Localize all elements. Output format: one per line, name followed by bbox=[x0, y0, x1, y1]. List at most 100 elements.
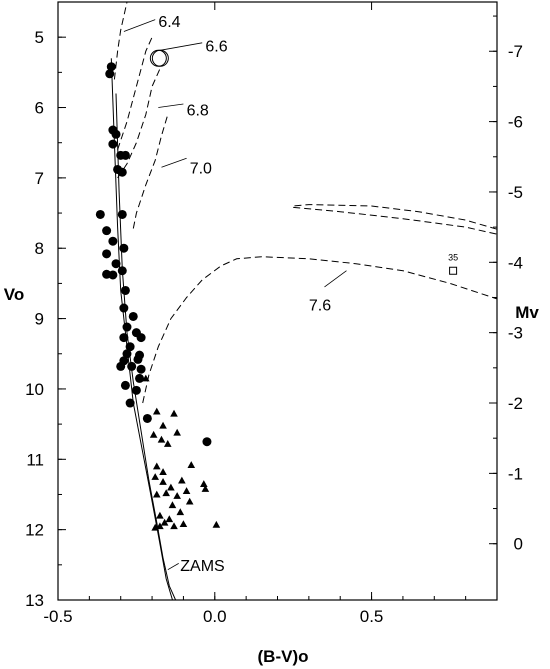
y-tick-label: 5 bbox=[35, 28, 44, 47]
star-circle-point bbox=[117, 167, 127, 177]
x-tick-label: 0.0 bbox=[203, 607, 227, 626]
x-axis-title: (B-V)o bbox=[258, 647, 309, 666]
star-triangle-point bbox=[151, 523, 160, 531]
star-triangle-point bbox=[160, 518, 169, 526]
star-circle-point bbox=[120, 380, 130, 390]
y2-tick-label: -7 bbox=[508, 42, 523, 61]
y2-axis-title: Mv bbox=[515, 303, 539, 322]
star-circle-point bbox=[119, 243, 129, 253]
isochrone-label: 7.6 bbox=[309, 298, 331, 315]
star-triangle-point bbox=[176, 508, 185, 516]
star-circle-point bbox=[111, 259, 121, 269]
star-triangle-point bbox=[163, 440, 172, 447]
y2-tick-label: -5 bbox=[508, 183, 523, 202]
open-square-label: 35 bbox=[448, 253, 458, 263]
isochrone-leader bbox=[324, 270, 347, 288]
star-circle-point bbox=[119, 333, 129, 343]
x-tick-label: -0.5 bbox=[43, 607, 72, 626]
isochrone-curve bbox=[117, 36, 153, 150]
y-tick-label: 12 bbox=[25, 521, 44, 540]
plot-frame-group bbox=[57, 1, 498, 601]
star-triangle-point bbox=[168, 501, 177, 509]
y-tick-label: 8 bbox=[35, 239, 44, 258]
star-circle-point bbox=[133, 354, 143, 364]
star-triangle-point bbox=[152, 490, 161, 498]
y-tick-label: 13 bbox=[25, 591, 44, 610]
star-circle-point bbox=[125, 398, 135, 408]
y-tick-label: 11 bbox=[26, 450, 44, 469]
star-triangle-point bbox=[173, 428, 181, 436]
star-circle-point bbox=[120, 285, 130, 295]
star-triangle-point bbox=[187, 461, 196, 468]
star-circle-point bbox=[116, 361, 126, 371]
star-circle-point bbox=[106, 62, 116, 72]
star-circle-point bbox=[135, 373, 145, 383]
star-triangle-point bbox=[152, 407, 161, 415]
zams-label: ZAMS bbox=[180, 558, 224, 575]
isochrone-curve bbox=[293, 206, 498, 235]
star-triangle-point bbox=[201, 485, 210, 492]
star-triangle-point bbox=[170, 409, 178, 417]
isochrone-leader bbox=[123, 19, 156, 32]
zams-curve-offset bbox=[115, 93, 177, 601]
star-triangle-point bbox=[178, 476, 186, 484]
star-triangle-point bbox=[152, 462, 161, 470]
star-circle-point bbox=[136, 364, 146, 374]
star-circle-point bbox=[120, 150, 130, 160]
star-circle-point bbox=[125, 342, 135, 352]
star-circle-point bbox=[127, 361, 137, 371]
star-triangle-point bbox=[142, 374, 150, 382]
star-triangle-point bbox=[200, 480, 208, 487]
star-triangle-point bbox=[173, 492, 181, 499]
star-triangle-point bbox=[157, 435, 166, 443]
isochrone-label: 7.0 bbox=[190, 160, 212, 177]
star-triangle-point bbox=[159, 478, 167, 485]
star-triangle-point bbox=[185, 497, 194, 505]
y2-tick-label: -4 bbox=[508, 253, 523, 272]
isochrone-leader bbox=[155, 42, 203, 52]
isochrone-curve bbox=[132, 114, 169, 229]
star-circle-point bbox=[202, 437, 212, 447]
y-tick-label: 7 bbox=[35, 169, 44, 188]
annotations: 6.4 6.6 6.8 7.0 7.6 ZAMS 35 bbox=[158, 14, 458, 575]
y-tick-label: 10 bbox=[25, 380, 44, 399]
x-tick-label: 0.5 bbox=[360, 607, 384, 626]
star-circle-point bbox=[111, 129, 121, 139]
star-circle-point bbox=[117, 266, 127, 276]
y-tick-label: 9 bbox=[35, 310, 44, 329]
star-circle-point bbox=[108, 236, 118, 246]
star-triangle-point bbox=[156, 522, 164, 530]
star-circle-point bbox=[122, 322, 132, 332]
star-circle-point bbox=[117, 209, 127, 219]
open-circle-point-outline bbox=[151, 49, 169, 67]
y2-tick-label: -1 bbox=[508, 464, 523, 483]
y-tick-label: 6 bbox=[35, 99, 44, 118]
star-circle-point bbox=[131, 385, 141, 395]
y2-tick-label: -2 bbox=[508, 394, 523, 413]
isochrone-curve bbox=[113, 1, 128, 80]
star-circle-point bbox=[95, 209, 105, 219]
star-circle-point bbox=[136, 333, 146, 343]
star-circle-point bbox=[108, 139, 118, 149]
star-triangle-point bbox=[151, 473, 160, 480]
zams-curve bbox=[110, 58, 173, 601]
star-triangle-point bbox=[182, 487, 191, 494]
star-circle-point bbox=[128, 311, 138, 321]
star-triangle-point bbox=[167, 483, 175, 491]
isochrone-leader bbox=[158, 103, 184, 108]
isochrone-curves bbox=[110, 1, 498, 601]
star-triangle-point bbox=[156, 511, 164, 519]
isochrone-label: 6.4 bbox=[158, 14, 180, 31]
y-axis-title: Vo bbox=[4, 285, 24, 304]
star-triangle-point bbox=[149, 430, 158, 438]
star-circle-point bbox=[105, 69, 115, 79]
star-triangle-point bbox=[170, 522, 178, 530]
isochrone-label: 6.8 bbox=[187, 103, 209, 120]
star-circle-point bbox=[102, 226, 112, 236]
star-circle-point bbox=[119, 303, 129, 313]
star-triangle-point bbox=[162, 489, 170, 497]
star-triangle-point bbox=[159, 421, 167, 429]
star-circle-point bbox=[122, 349, 132, 359]
star-triangle-point bbox=[165, 515, 174, 523]
